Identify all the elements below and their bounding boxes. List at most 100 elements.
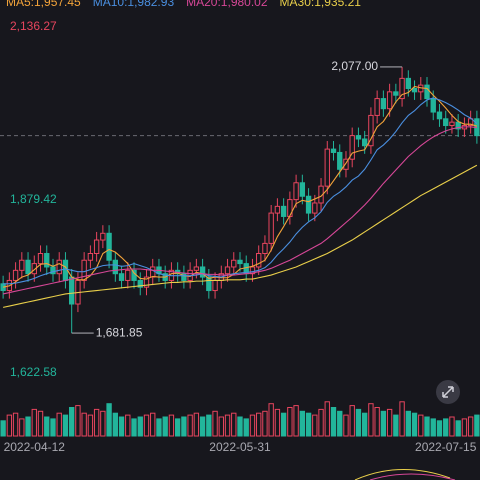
candle-body bbox=[199, 266, 206, 278]
volume-bar bbox=[168, 414, 175, 437]
volume-bar bbox=[368, 403, 374, 437]
candle-body bbox=[393, 91, 399, 96]
candle-body bbox=[224, 266, 231, 275]
candle-body bbox=[31, 263, 37, 275]
volume-bar bbox=[44, 416, 50, 437]
legend-entry: MA20:1,980.02 bbox=[186, 0, 268, 9]
candle-body bbox=[280, 205, 287, 217]
candle-body bbox=[87, 252, 94, 261]
candle-body bbox=[50, 266, 56, 275]
volume-bar bbox=[174, 418, 181, 437]
volume-bar bbox=[361, 412, 368, 437]
volume-bar bbox=[231, 412, 237, 437]
volume-bar bbox=[0, 420, 6, 437]
volume-bar bbox=[199, 416, 206, 437]
candle-body bbox=[343, 158, 349, 170]
volume-bar bbox=[430, 418, 436, 437]
candle-body bbox=[193, 266, 200, 271]
volume-bar bbox=[299, 410, 306, 437]
volume-bar bbox=[449, 416, 455, 437]
volume-bar bbox=[256, 412, 262, 437]
volume-bar bbox=[455, 420, 461, 437]
volume-bar bbox=[100, 410, 106, 437]
volume-bar bbox=[137, 416, 143, 437]
volume-bar bbox=[424, 416, 430, 437]
volume-bar bbox=[62, 414, 69, 437]
volume-bar bbox=[418, 414, 424, 437]
candle-body bbox=[324, 148, 330, 187]
ma-line bbox=[3, 97, 478, 285]
volume-bar bbox=[405, 410, 411, 437]
candle-body bbox=[262, 242, 268, 254]
candle-body bbox=[386, 91, 393, 110]
candle-body bbox=[237, 259, 243, 265]
volume-bar bbox=[224, 414, 231, 437]
y-tick-label: 2,136.27 bbox=[10, 19, 57, 33]
candle-body bbox=[131, 269, 137, 281]
candle-body bbox=[44, 252, 50, 268]
ma-line bbox=[3, 85, 478, 288]
volume-bar bbox=[75, 405, 81, 437]
volume-bar bbox=[293, 405, 299, 437]
candle-body bbox=[405, 77, 411, 89]
volume-bar bbox=[112, 412, 119, 437]
volume-bar bbox=[249, 414, 256, 437]
volume-bar bbox=[131, 418, 137, 437]
volume-bar bbox=[206, 414, 212, 437]
volume-bar bbox=[25, 416, 31, 437]
candle-body bbox=[249, 266, 256, 275]
candle-body bbox=[112, 259, 119, 275]
candle-body bbox=[181, 273, 187, 281]
candle-body bbox=[436, 111, 443, 120]
y-tick-label: 1,879.42 bbox=[10, 192, 57, 206]
volume-bar bbox=[106, 403, 112, 437]
candle-body bbox=[118, 273, 125, 281]
indicator-fragment bbox=[354, 469, 451, 480]
volume-bar bbox=[399, 401, 405, 437]
candle-body bbox=[399, 77, 405, 100]
volume-bar bbox=[143, 414, 150, 437]
candle-body bbox=[305, 195, 312, 214]
candle-body bbox=[125, 269, 131, 281]
volume-bar bbox=[380, 410, 387, 437]
candle-body bbox=[361, 138, 368, 147]
volume-bar bbox=[69, 407, 75, 437]
candle-body bbox=[293, 182, 299, 201]
volume-bar bbox=[343, 414, 349, 437]
indicator-fragment bbox=[369, 473, 456, 480]
candle-body bbox=[12, 269, 19, 281]
candle-body bbox=[455, 121, 461, 130]
volume-bar bbox=[181, 416, 187, 437]
candle-body bbox=[274, 205, 281, 214]
expand-button[interactable] bbox=[436, 380, 460, 404]
candle-body bbox=[411, 87, 418, 93]
candle-body bbox=[143, 276, 150, 288]
volume-bar bbox=[150, 412, 156, 437]
legend-entry: MA5:1,957.45 bbox=[6, 0, 81, 9]
volume-bar bbox=[393, 414, 399, 437]
volume-bar bbox=[87, 414, 94, 437]
candle-body bbox=[37, 252, 44, 265]
volume-bar bbox=[37, 410, 44, 437]
candle-body bbox=[212, 279, 218, 292]
x-tick-label: 2022-07-15 bbox=[415, 440, 477, 454]
volume-bar bbox=[474, 414, 480, 437]
legend-entry: MA30:1,935.21 bbox=[280, 0, 362, 9]
volume-bar bbox=[355, 408, 362, 437]
volume-bar bbox=[50, 418, 56, 437]
volume-bar bbox=[287, 407, 293, 437]
candle-body bbox=[337, 151, 343, 170]
volume-bar bbox=[318, 408, 324, 437]
volume-bar bbox=[324, 401, 330, 437]
annotation-label: 2,077.00 bbox=[331, 59, 378, 73]
candle-body bbox=[56, 259, 62, 275]
candle-body bbox=[374, 98, 380, 116]
candle-body bbox=[25, 259, 31, 275]
annotation-label: 1,681.85 bbox=[96, 325, 143, 339]
volume-bar bbox=[467, 416, 474, 437]
volume-bar bbox=[337, 410, 343, 437]
volume-bar bbox=[330, 407, 337, 437]
volume-bar bbox=[274, 408, 281, 437]
